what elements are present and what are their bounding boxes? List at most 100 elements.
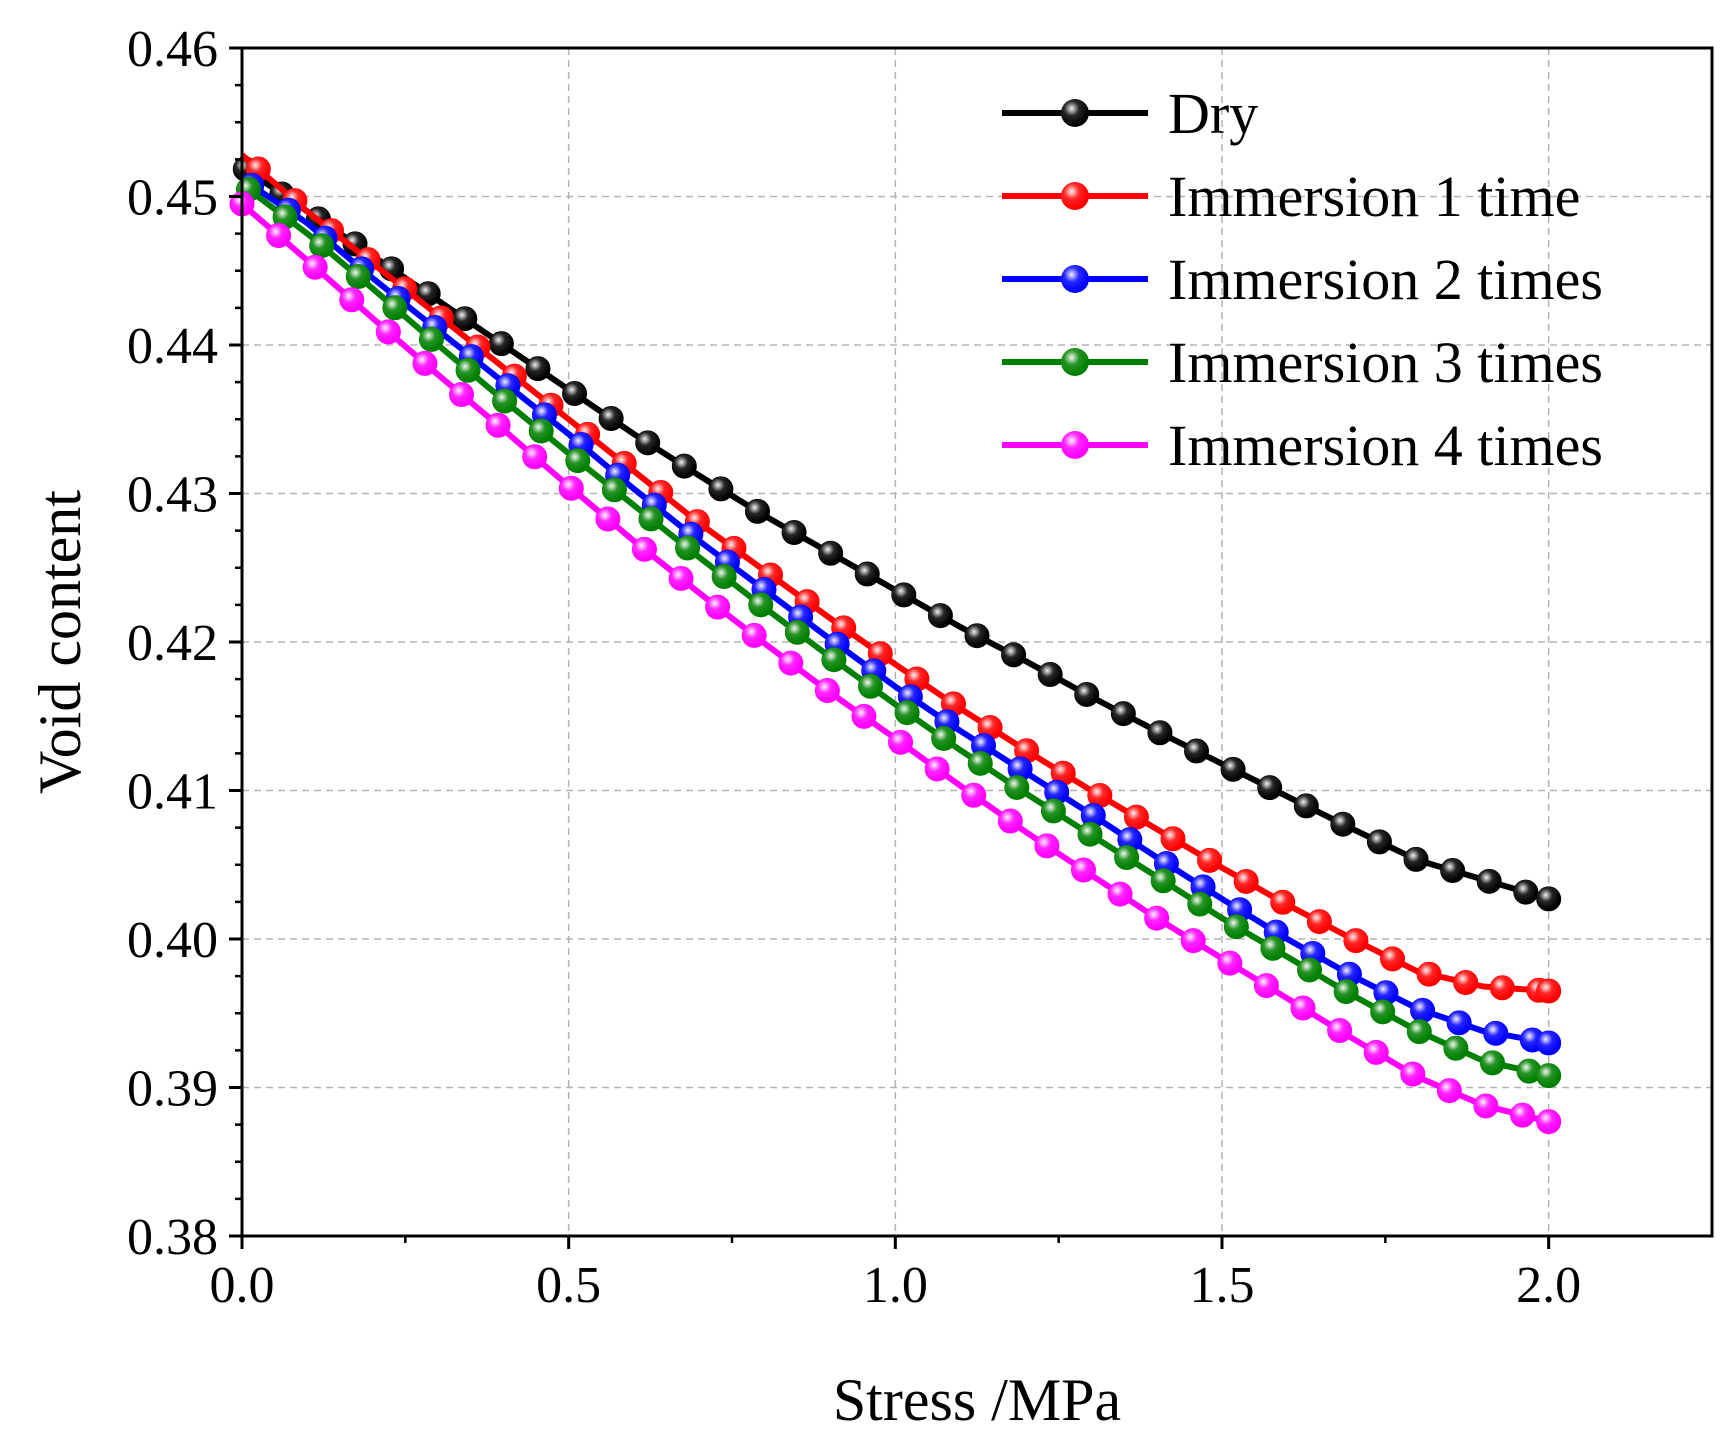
series-marker-highlight (708, 476, 733, 501)
series-marker-highlight (1407, 1019, 1432, 1044)
series-marker-highlight (1373, 980, 1398, 1005)
series-marker-highlight (1536, 886, 1561, 911)
series-marker-highlight (1536, 978, 1561, 1003)
series-marker-highlight (492, 389, 517, 414)
series-marker-highlight (1536, 1109, 1561, 1134)
axes: 0.0 0.5 1.0 1.5 2.0 0.38 0.39 0.40 0.41 0.42 0.43 0… (127, 21, 1581, 1314)
series-marker-highlight (412, 351, 437, 376)
series-marker-highlight (1270, 890, 1295, 915)
series-marker-highlight (1380, 946, 1405, 971)
series-marker-highlight (1217, 951, 1242, 976)
y-tick-label: 0.39 (127, 1061, 218, 1118)
series-marker-highlight (785, 620, 810, 645)
series-marker-highlight (273, 204, 298, 229)
y-tick-label: 0.40 (127, 912, 218, 969)
series-marker-highlight (961, 783, 986, 808)
series-marker-highlight (1181, 928, 1206, 953)
series-marker-highlight (1044, 780, 1069, 805)
series-marker-highlight (1004, 775, 1029, 800)
series-marker-highlight (965, 623, 989, 648)
series-marker-highlight (346, 264, 371, 289)
x-tick-label: 2.0 (1516, 1257, 1581, 1314)
legend-marker-highlight (1061, 99, 1089, 127)
series-marker-highlight (1147, 720, 1172, 745)
series-marker-highlight (669, 566, 694, 591)
series-marker-highlight (1367, 829, 1392, 854)
series-marker-highlight (1234, 869, 1259, 894)
series-marker-highlight (1370, 999, 1395, 1024)
legend-item: Immersion 4 times (1002, 413, 1603, 478)
series-4 (236, 177, 1562, 1089)
series-marker-highlight (419, 327, 444, 352)
series-marker-highlight (266, 223, 291, 248)
series-marker-highlight (1108, 882, 1133, 907)
series-marker-highlight (1078, 822, 1103, 847)
series-marker-highlight (705, 595, 730, 620)
legend-marker-highlight (1061, 182, 1089, 210)
legend: Dry Immersion 1 time Immersion 2 times Imme… (1002, 81, 1603, 478)
grid (242, 48, 1712, 1236)
series-marker-highlight (1260, 936, 1285, 961)
series-marker-highlight (525, 356, 550, 381)
series-marker-highlight (1307, 909, 1332, 934)
legend-marker-highlight (1061, 348, 1089, 376)
series-marker-highlight (489, 331, 514, 356)
series-marker-highlight (1536, 1063, 1561, 1088)
legend-item: Immersion 2 times (1002, 247, 1603, 312)
series-marker-highlight (529, 418, 554, 443)
series-marker-highlight (559, 476, 584, 501)
x-tick-label: 0.0 (210, 1257, 275, 1314)
x-axis-title: Stress /MPa (833, 1367, 1121, 1433)
series-marker-highlight (928, 603, 953, 628)
series-marker-highlight (1257, 775, 1282, 800)
series-marker-highlight (632, 537, 657, 562)
series-5 (229, 191, 1562, 1135)
series-marker-highlight (745, 499, 770, 524)
series-marker-highlight (998, 809, 1023, 834)
legend-label: Immersion 1 time (1168, 164, 1580, 229)
series-marker-highlight (1221, 757, 1246, 782)
series-marker-highlight (1197, 848, 1222, 873)
legend-item: Immersion 1 time (1002, 164, 1580, 229)
series-marker-highlight (456, 358, 481, 383)
series-marker-highlight (1437, 1078, 1462, 1103)
series-marker-highlight (1447, 1010, 1472, 1035)
series-marker-highlight (891, 582, 916, 607)
series-marker-highlight (1334, 979, 1359, 1004)
series-marker-highlight (1297, 957, 1322, 982)
series-marker-highlight (1343, 928, 1368, 953)
series-marker-highlight (1330, 812, 1355, 837)
series-marker-highlight (1151, 868, 1176, 893)
series-marker-highlight (895, 700, 920, 725)
series-marker-highlight (672, 454, 697, 479)
series-layer (229, 152, 1562, 1135)
series-marker-highlight (1453, 970, 1478, 995)
series-marker-highlight (1038, 662, 1063, 687)
series-marker-highlight (339, 287, 364, 312)
series-line (240, 152, 1549, 994)
series-marker-highlight (562, 381, 587, 406)
series-marker-highlight (1294, 793, 1319, 818)
series-marker-highlight (1473, 1093, 1498, 1118)
series-marker-highlight (595, 507, 620, 532)
y-tick-label: 0.43 (127, 467, 218, 524)
series-marker-highlight (1490, 975, 1515, 1000)
series-marker-highlight (1071, 857, 1096, 882)
series-marker-highlight (1184, 739, 1209, 764)
series-marker-highlight (1161, 826, 1185, 851)
y-tick-label: 0.41 (127, 764, 218, 821)
series-marker-highlight (968, 751, 993, 776)
series-marker-highlight (1074, 682, 1099, 707)
y-tick-label: 0.44 (127, 318, 218, 375)
series-marker-highlight (1051, 761, 1076, 786)
series-marker-highlight (1400, 1062, 1425, 1087)
series-marker-highlight (782, 520, 807, 545)
y-axis-title: Void content (27, 490, 93, 794)
series-marker-highlight (1001, 642, 1026, 667)
series-marker-highlight (1513, 880, 1538, 905)
series-marker-highlight (1440, 858, 1465, 883)
y-tick-label: 0.45 (127, 170, 218, 227)
series-marker-highlight (1254, 973, 1279, 998)
series-marker-highlight (1327, 1018, 1352, 1043)
